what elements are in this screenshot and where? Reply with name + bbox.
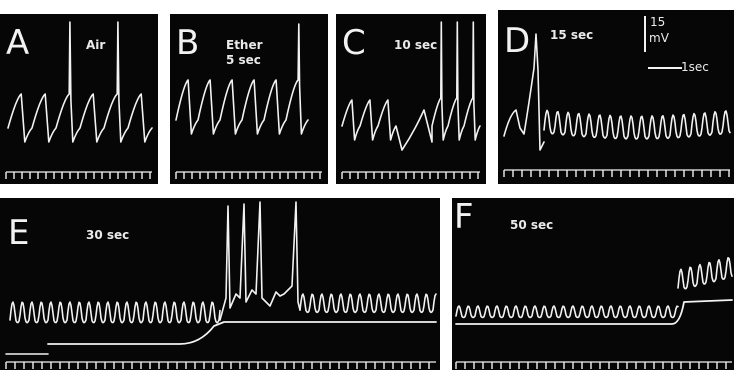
panel-b-condition-line-2: 5 sec: [226, 53, 261, 67]
panel-f-baseline-step: [455, 299, 733, 325]
panel-f-letter: F: [454, 198, 474, 237]
panel-f: F 50 sec: [452, 198, 734, 370]
panel-f-condition: 50 sec: [510, 218, 553, 233]
panel-d-trace: [503, 33, 731, 177]
panel-b-condition-line-1: Ether: [226, 38, 263, 52]
panel-b-membrane-trace: [175, 23, 309, 135]
voltage-scale-bar: [644, 16, 646, 52]
panel-a: A Air: [0, 14, 158, 184]
panel-d: D 15 sec 15 mV 1sec: [498, 10, 734, 184]
panel-a-membrane-trace: [7, 21, 153, 143]
panel-a-trace: [5, 21, 153, 179]
panel-e-letter: E: [8, 213, 30, 253]
panel-d-letter: D: [504, 21, 531, 61]
panel-e-condition-line-1: 30 sec: [86, 228, 130, 242]
panel-e-spike-burst: [219, 201, 301, 321]
panel-e-baseline-step: [47, 321, 437, 345]
time-scale-bar: [648, 67, 682, 69]
panel-a-letter: A: [6, 23, 30, 63]
panel-b-trace: [175, 23, 322, 179]
panel-e-trace: [5, 201, 437, 369]
panel-b: B Ether 5 sec: [170, 14, 328, 184]
panel-b-letter: B: [176, 23, 200, 63]
panel-e-oscillation-post: [299, 293, 437, 314]
panel-e: E 30 sec: [0, 198, 440, 370]
panel-c-membrane-trace: [341, 21, 481, 151]
panel-f-oscillation-post: [677, 257, 733, 290]
panel-c-condition: 10 sec: [394, 38, 437, 53]
panel-d-initial-spike: [503, 33, 545, 151]
panel-c: C 10 sec: [336, 14, 486, 184]
panel-f-trace: [455, 257, 733, 369]
panel-f-oscillation-pre: [455, 305, 679, 319]
panel-c-letter: C: [342, 23, 366, 63]
panel-a-condition-line-1: Air: [86, 38, 106, 52]
panel-c-condition-line-1: 10 sec: [394, 38, 438, 52]
panel-e-oscillation-pre: [9, 301, 221, 324]
voltage-scale-unit: mV: [649, 31, 669, 45]
panel-d-oscillation-trace: [543, 109, 731, 140]
time-scale-label: 1sec: [681, 60, 709, 74]
panel-c-trace: [341, 21, 481, 179]
panel-d-condition: 15 sec: [550, 28, 593, 43]
panel-e-condition: 30 sec: [86, 228, 129, 243]
panel-a-condition: Air: [86, 38, 105, 53]
panel-f-condition-line-1: 50 sec: [510, 218, 554, 232]
voltage-scale-value: 15: [650, 15, 666, 29]
panel-b-condition: Ether 5 sec: [226, 38, 263, 68]
panel-d-condition-line-1: 15 sec: [550, 28, 594, 42]
